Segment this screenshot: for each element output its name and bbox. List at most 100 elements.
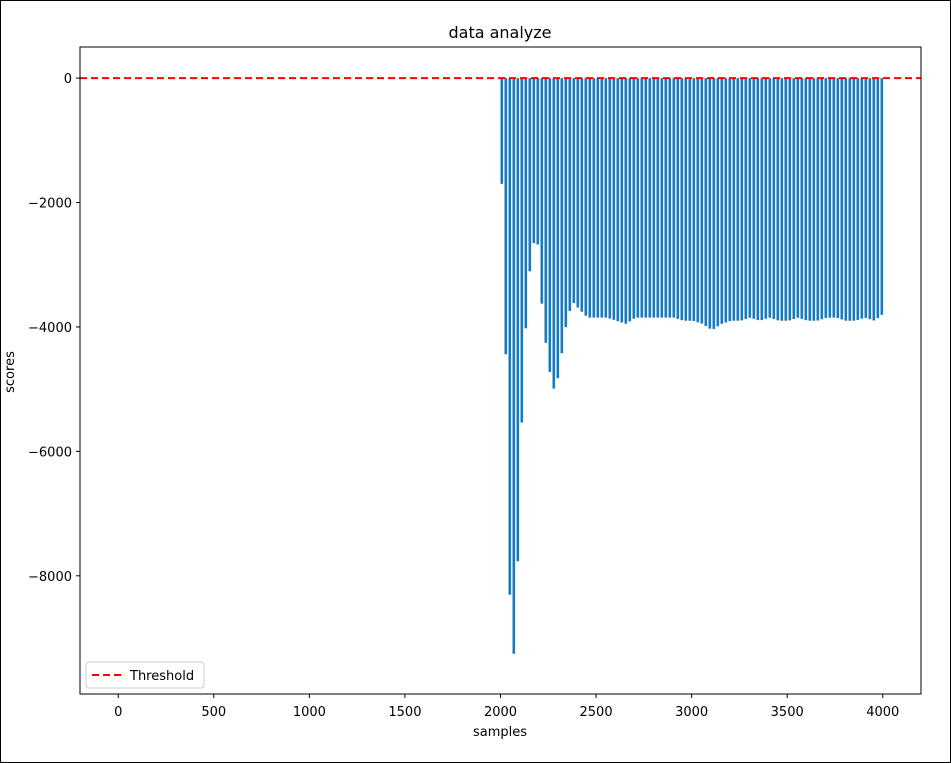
- bar-89: [856, 78, 860, 320]
- bar-67: [768, 78, 772, 318]
- bar-41: [664, 78, 668, 318]
- bar-87: [848, 78, 852, 321]
- bar-5: [520, 78, 524, 423]
- bar-77: [808, 78, 812, 321]
- bar-13: [552, 78, 556, 389]
- bar-58: [732, 78, 736, 321]
- y-tick-label-0: 0: [64, 72, 72, 87]
- bar-62: [748, 78, 752, 318]
- bar-21: [584, 78, 588, 316]
- bar-7: [528, 78, 532, 272]
- legend-threshold-label: Threshold: [129, 669, 194, 684]
- bar-42: [668, 78, 672, 318]
- y-axis-label: scores: [3, 351, 18, 393]
- bar-33: [632, 78, 636, 319]
- bar-10: [540, 78, 544, 304]
- bar-31: [624, 78, 628, 324]
- bar-68: [772, 78, 776, 320]
- x-tick-label-5: 2500: [580, 705, 613, 720]
- x-ticks: 0 500 1000 1500 2000 2500 3000 3500 4000: [114, 694, 899, 720]
- bar-70: [780, 78, 784, 321]
- bar-12: [548, 78, 552, 372]
- bar-78: [812, 78, 816, 321]
- bar-66: [764, 78, 768, 319]
- x-tick-label-8: 4000: [866, 705, 899, 720]
- bar-48: [692, 78, 696, 322]
- bar-28: [612, 78, 616, 320]
- bar-75: [800, 78, 804, 319]
- bar-81: [824, 78, 828, 318]
- y-ticks: 0 −2000 −4000 −6000 −8000: [28, 72, 80, 585]
- bar-46: [684, 78, 688, 321]
- bar-83: [832, 78, 836, 318]
- bar-35: [640, 78, 644, 318]
- y-tick-label-3: −6000: [28, 445, 72, 460]
- bar-16: [564, 78, 568, 328]
- bar-30: [620, 78, 624, 323]
- bar-45: [680, 78, 684, 321]
- x-tick-label-0: 0: [114, 705, 122, 720]
- y-tick-label-1: −2000: [28, 197, 72, 212]
- bar-80: [820, 78, 824, 320]
- bar-24: [596, 78, 600, 318]
- bar-39: [656, 78, 660, 318]
- x-tick-label-6: 3000: [675, 705, 708, 720]
- bar-53: [712, 78, 716, 329]
- bar-38: [652, 78, 656, 318]
- bar-6: [524, 78, 528, 329]
- bar-23: [592, 78, 596, 318]
- bar-11: [544, 78, 548, 343]
- bar-52: [708, 78, 712, 329]
- bar-47: [688, 78, 692, 321]
- bar-79: [816, 78, 820, 321]
- x-tick-label-7: 3500: [771, 705, 804, 720]
- bar-2: [508, 78, 512, 595]
- bar-14: [556, 78, 560, 379]
- plot-frame: [79, 46, 922, 695]
- bar-1: [504, 78, 508, 355]
- bar-92: [868, 78, 872, 320]
- bar-27: [608, 78, 612, 319]
- bar-26: [604, 78, 608, 318]
- bar-73: [792, 78, 796, 320]
- chart-title: data analyze: [448, 23, 551, 42]
- bar-3: [512, 78, 516, 654]
- bar-17: [568, 78, 572, 311]
- bar-95: [880, 78, 884, 315]
- bar-37: [648, 78, 652, 318]
- bar-4: [516, 78, 520, 562]
- bar-86: [844, 78, 848, 321]
- bar-84: [836, 78, 840, 319]
- bar-25: [600, 78, 604, 318]
- bar-61: [744, 78, 748, 320]
- bar-20: [580, 78, 584, 312]
- bar-94: [876, 78, 880, 319]
- bar-8: [532, 78, 536, 244]
- bar-85: [840, 78, 844, 320]
- bar-56: [724, 78, 728, 323]
- bar-55: [720, 78, 724, 324]
- bar-34: [636, 78, 640, 318]
- bar-65: [760, 78, 764, 321]
- legend: Threshold: [85, 661, 205, 689]
- bar-76: [804, 78, 808, 321]
- y-tick-label-4: −8000: [28, 570, 72, 585]
- bar-74: [796, 78, 800, 318]
- bar-50: [700, 78, 704, 324]
- bar-91: [864, 78, 868, 318]
- bar-71: [784, 78, 788, 321]
- bar-93: [872, 78, 876, 321]
- bar-60: [740, 78, 744, 321]
- bar-9: [536, 78, 540, 245]
- bar-63: [752, 78, 756, 319]
- bar-0: [500, 78, 504, 184]
- bar-40: [660, 78, 664, 318]
- x-tick-label-2: 1000: [293, 705, 326, 720]
- bar-88: [852, 78, 856, 321]
- bar-82: [828, 78, 832, 318]
- bar-51: [704, 78, 708, 326]
- bar-90: [860, 78, 864, 319]
- legend-box: [85, 661, 205, 689]
- x-axis-label: samples: [473, 725, 527, 740]
